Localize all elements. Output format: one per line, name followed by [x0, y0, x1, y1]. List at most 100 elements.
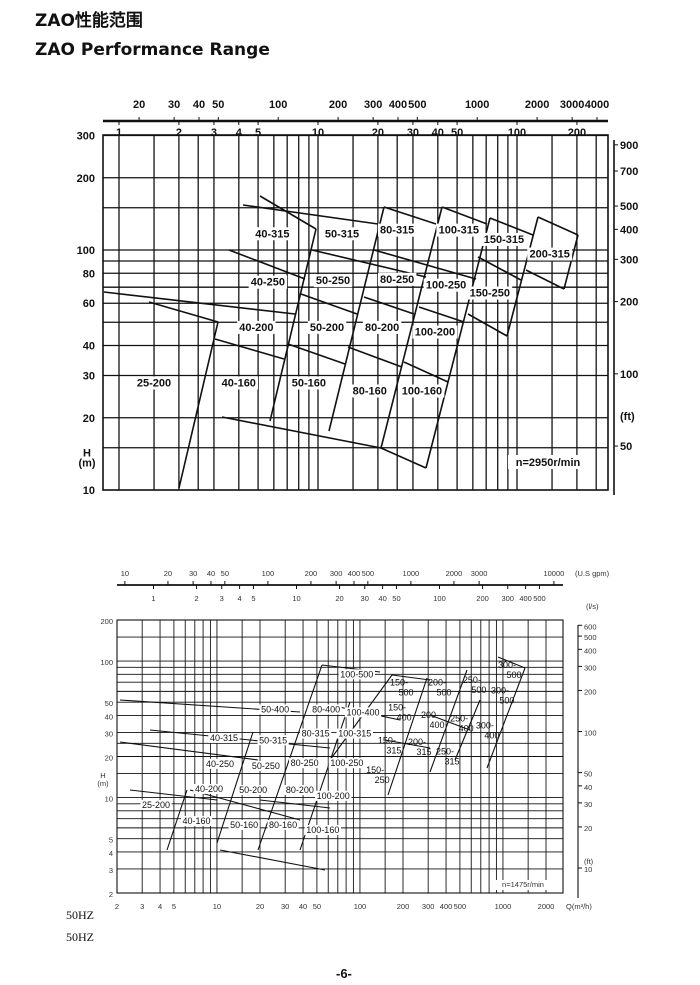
- gpm-tick-label: 10: [121, 569, 129, 578]
- ls-tick-label: 30: [361, 594, 369, 603]
- region-boundary: [403, 361, 449, 383]
- region-label: 25-200: [137, 377, 171, 389]
- region-label: 40-200: [195, 784, 223, 794]
- region-label: 80-200: [365, 322, 399, 334]
- y-tick-label: 100: [77, 245, 95, 257]
- region-boundary: [189, 789, 301, 821]
- region-boundary: [166, 789, 188, 851]
- right-tick-label: 50: [620, 441, 632, 453]
- region-boundary: [373, 249, 477, 280]
- right-tick-label: 40: [584, 783, 592, 792]
- right-tick-label: 100: [620, 369, 638, 381]
- label-background: [328, 758, 366, 769]
- region-label: 40-160: [183, 816, 211, 826]
- speed-label-background: [495, 880, 551, 890]
- ls-tick-label: 40: [432, 127, 444, 139]
- right-tick-label: 50: [584, 770, 592, 779]
- ls-tick-label: 3: [211, 127, 217, 139]
- label-background: [284, 785, 316, 796]
- right-tick-label: 500: [620, 201, 638, 213]
- y-tick-label: 30: [105, 729, 113, 738]
- gpm-tick-label: 1000: [465, 99, 489, 111]
- speed-label: n=1475r/min: [502, 880, 544, 889]
- frequency-label-2: 50HZ: [66, 930, 94, 944]
- region-label: 80-160: [353, 385, 387, 397]
- gpm-tick-label: 100: [269, 99, 287, 111]
- gpm-tick-label: 1000: [403, 569, 420, 578]
- region-boundary: [477, 256, 522, 281]
- region-label: 80-315: [380, 225, 414, 237]
- region-boundary: [347, 346, 403, 368]
- region-boundary: [259, 195, 317, 230]
- region-boundary: [119, 741, 259, 761]
- region-label: 40-250: [251, 277, 285, 289]
- y-tick-label: 20: [83, 413, 95, 425]
- gpm-tick-label: 200: [329, 99, 347, 111]
- region-boundary: [363, 296, 415, 315]
- ls-tick-label: 500: [533, 594, 546, 603]
- ls-axis-unit: (l/s): [586, 602, 599, 611]
- region-label: 40-160: [222, 377, 256, 389]
- frequency-label-1: 50HZ: [66, 908, 94, 922]
- speed-label: n=2950r/min: [516, 457, 581, 469]
- right-tick-label: 900: [620, 140, 638, 152]
- y-tick-label: 30: [83, 370, 95, 382]
- label-background: [219, 376, 259, 390]
- region-label: 50-400: [261, 705, 289, 715]
- x-tick-label: 1000: [495, 902, 512, 911]
- region-boundary: [429, 714, 471, 731]
- gpm-tick-label: 2000: [446, 569, 463, 578]
- y-tick-label: 300: [77, 130, 95, 142]
- region-label: 150-500: [390, 678, 414, 698]
- label-background: [267, 819, 299, 830]
- gpm-tick-label: 2000: [525, 99, 549, 111]
- gpm-tick-label: 50: [221, 569, 229, 578]
- region-label: 200-315: [530, 249, 570, 261]
- right-tick-label: 500: [584, 633, 597, 642]
- right-tick-label: 700: [620, 166, 638, 178]
- label-background: [314, 790, 352, 801]
- region-label: 40-250: [206, 759, 234, 769]
- region-label: 300-500: [491, 685, 515, 705]
- page-number: -6-: [336, 966, 352, 981]
- gpm-tick-label: 40: [207, 569, 215, 578]
- x-tick-label: 2: [115, 902, 119, 911]
- ls-tick-label: 20: [335, 594, 343, 603]
- region-boundary: [311, 249, 427, 278]
- region-boundary: [391, 674, 431, 681]
- region-boundary: [178, 321, 219, 489]
- chart-2: 100-500150-500200-500250-500300-500300-5…: [116, 581, 582, 898]
- label-background: [304, 825, 342, 836]
- region-label: 50-200: [310, 322, 344, 334]
- region-boundary: [269, 228, 317, 422]
- page-title-chinese: ZAO性能范围: [35, 11, 143, 31]
- x-tick-label: 400: [440, 902, 453, 911]
- region-label: 50-160: [230, 820, 258, 830]
- label-background: [193, 783, 225, 794]
- gpm-tick-label: 3000: [471, 569, 488, 578]
- region-boundary: [489, 217, 534, 236]
- label-background: [208, 732, 240, 743]
- right-tick-label: 20: [584, 824, 592, 833]
- ls-tick-label: 200: [568, 127, 586, 139]
- region-boundary: [418, 306, 465, 323]
- ls-tick-label: 300: [501, 594, 514, 603]
- region-label: 25-200: [142, 800, 170, 810]
- y-tick-label: 80: [83, 268, 95, 280]
- label-background: [204, 758, 236, 769]
- page-title-english: ZAO Performance Range: [35, 40, 270, 60]
- x-tick-label: 50: [313, 902, 321, 911]
- ls-tick-label: 100: [433, 594, 446, 603]
- ls-tick-label: 4: [236, 127, 243, 139]
- region-boundary: [219, 849, 326, 871]
- region-label: 100-400: [346, 707, 379, 717]
- ls-tick-label: 1: [151, 594, 155, 603]
- gpm-tick-label: 4000: [585, 99, 609, 111]
- region-boundary: [486, 667, 526, 769]
- label-background: [377, 272, 417, 286]
- region-label: 80-315: [302, 729, 330, 739]
- region-label: 100-160: [402, 385, 442, 397]
- label-background: [250, 760, 282, 771]
- label-background: [288, 758, 321, 769]
